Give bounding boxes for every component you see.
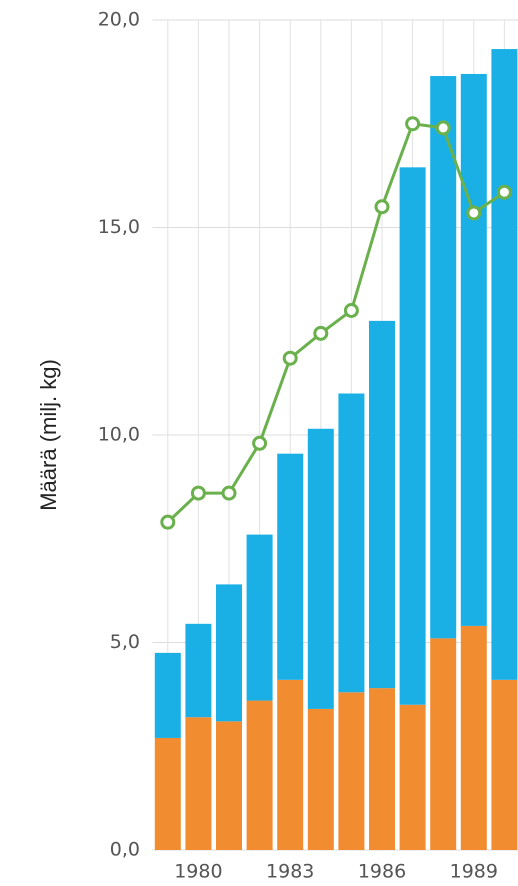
line-point — [313, 325, 329, 341]
y-tick-label: 5,0 — [110, 631, 140, 653]
line-point — [252, 435, 268, 451]
bar — [246, 534, 273, 701]
bar — [430, 638, 457, 850]
bar — [246, 700, 273, 850]
bar — [399, 167, 426, 705]
bar — [185, 623, 212, 718]
line-point — [466, 205, 482, 221]
x-tick-label: 1983 — [266, 861, 314, 883]
line-point — [405, 116, 421, 132]
y-tick-label: 15,0 — [98, 216, 140, 238]
bar — [460, 73, 487, 626]
line-point — [496, 184, 512, 200]
bar — [216, 584, 242, 722]
bar — [154, 737, 181, 850]
line-point — [435, 120, 451, 136]
x-tick-label: 1980 — [174, 861, 222, 883]
y-tick-label: 0,0 — [110, 839, 140, 861]
x-tick-label: 1986 — [358, 861, 406, 883]
line-point — [343, 303, 359, 318]
line-point — [282, 350, 298, 366]
bar — [277, 453, 304, 680]
line-point — [160, 514, 176, 530]
bar — [369, 688, 395, 850]
line-point — [190, 485, 206, 501]
line-point — [374, 199, 390, 215]
bar — [338, 393, 365, 693]
bar — [307, 708, 334, 850]
bar — [491, 49, 518, 680]
bar — [154, 652, 181, 738]
bar — [216, 721, 242, 850]
bar — [307, 428, 334, 709]
y-tick-label: 10,0 — [98, 424, 140, 446]
bar — [399, 704, 426, 850]
y-tick-label: 20,0 — [98, 9, 140, 31]
bar — [338, 692, 365, 850]
bar — [185, 717, 212, 850]
x-tick-label: 1989 — [450, 861, 498, 883]
bar — [460, 625, 487, 850]
line-point — [221, 485, 237, 501]
y-axis-title: Määrä (milj. kg) — [36, 359, 61, 511]
bar — [369, 320, 395, 689]
bar — [430, 76, 457, 639]
bar — [277, 679, 304, 850]
bar — [491, 679, 518, 850]
